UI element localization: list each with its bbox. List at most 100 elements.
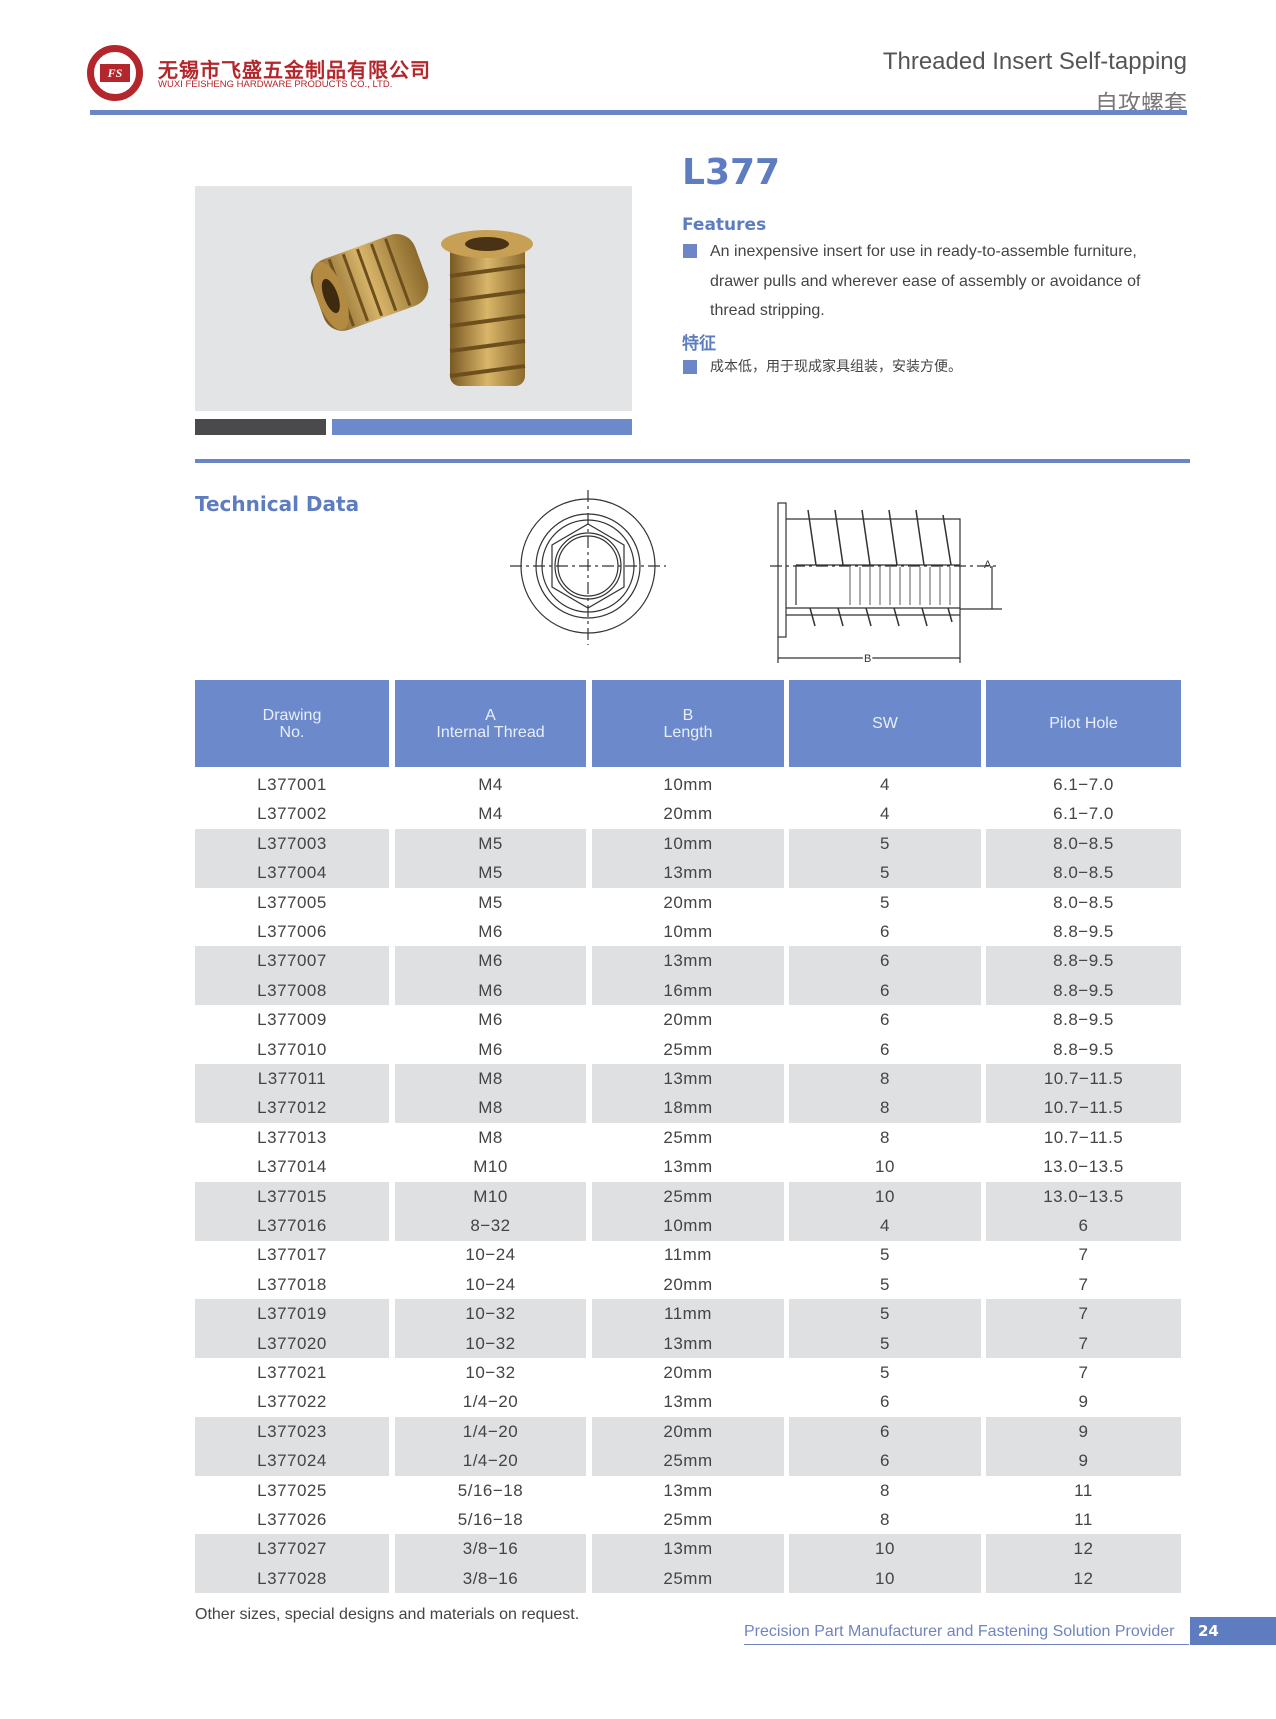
cell-pilot-hole: 8.0−8.5 xyxy=(986,828,1181,859)
cell-sw: 6 xyxy=(880,1039,890,1059)
cell-pilot-hole: 11 xyxy=(1074,1480,1093,1500)
cell-length: 13mm xyxy=(592,946,784,976)
photo-bar-dark xyxy=(195,419,326,435)
cell-drawing-no: L377011 xyxy=(195,1064,389,1094)
cell-drawing-no: L377019 xyxy=(195,1299,389,1329)
cell-length: 18mm xyxy=(592,1093,784,1123)
cell-drawing-no: L377016 xyxy=(195,1211,389,1241)
cell-length: 13mm xyxy=(663,1480,713,1500)
cell-drawing-no: L377004 xyxy=(195,858,389,888)
cell-internal-thread: 8−32 xyxy=(395,1211,586,1241)
cell-pilot-hole: 9 xyxy=(1078,1392,1089,1412)
footer-slogan: Precision Part Manufacturer and Fastenin… xyxy=(744,1623,1189,1645)
cell-internal-thread: M8 xyxy=(395,1093,586,1123)
cell-length: 10mm xyxy=(592,1211,784,1241)
cell-drawing-no: L377026 xyxy=(257,1510,327,1529)
cell-length: 13mm xyxy=(663,1157,713,1177)
header-text: A xyxy=(485,706,496,724)
cell-internal-thread: M4 xyxy=(478,804,503,824)
column-header-drawing-no: Drawing No. xyxy=(195,680,389,767)
column-header-internal-thread: A Internal Thread xyxy=(395,680,586,767)
cell-internal-thread: M8 xyxy=(395,1064,586,1094)
cell-internal-thread: 1/4−20 xyxy=(395,1416,586,1447)
cell-length: 13mm xyxy=(592,1328,784,1359)
cell-internal-thread: M6 xyxy=(395,946,586,976)
cell-sw: 5 xyxy=(789,858,981,888)
cell-length: 13mm xyxy=(592,1064,784,1094)
header-text: SW xyxy=(872,715,898,732)
technical-data-heading: Technical Data xyxy=(195,492,360,516)
cell-pilot-hole: 7 xyxy=(986,1328,1181,1359)
cell-internal-thread: M4 xyxy=(478,775,503,794)
cell-sw: 6 xyxy=(880,922,890,941)
cell-pilot-hole: 7 xyxy=(1078,1245,1089,1265)
bullet-icon xyxy=(683,360,697,374)
cell-drawing-no: L377020 xyxy=(195,1328,389,1359)
bullet-icon xyxy=(683,244,697,258)
cell-drawing-no: L377002 xyxy=(257,804,327,824)
company-name-cn: 无锡市飞盛五金制品有限公司 xyxy=(158,58,431,82)
technical-drawing: A B xyxy=(510,490,1002,667)
column-header-pilot-hole: Pilot Hole xyxy=(986,680,1181,767)
cell-internal-thread: M6 xyxy=(395,975,586,1006)
cell-pilot-hole: 7 xyxy=(1078,1363,1089,1382)
cell-internal-thread: M5 xyxy=(395,828,586,859)
cell-internal-thread: 5/16−18 xyxy=(457,1510,524,1529)
cell-drawing-no: L377003 xyxy=(195,828,389,859)
cell-internal-thread: 10−32 xyxy=(395,1328,586,1359)
dimension-b-label: B xyxy=(864,653,871,665)
cell-sw: 8 xyxy=(880,1127,890,1147)
cell-pilot-hole: 8.8−9.5 xyxy=(986,946,1181,976)
cell-drawing-no: L377022 xyxy=(257,1392,327,1412)
header-text: B xyxy=(682,706,694,724)
cell-pilot-hole: 10.7−11.5 xyxy=(986,1064,1181,1094)
cell-length: 25mm xyxy=(592,1181,784,1212)
cell-internal-thread: M10 xyxy=(395,1181,586,1212)
cell-pilot-hole: 13.0−13.5 xyxy=(986,1181,1181,1212)
cell-drawing-no: L377025 xyxy=(257,1480,327,1500)
header-text: No. xyxy=(279,723,305,741)
cell-sw: 10 xyxy=(789,1563,981,1594)
cell-pilot-hole: 11 xyxy=(1074,1510,1093,1529)
cell-internal-thread: 1/4−20 xyxy=(395,1446,586,1476)
cell-sw: 8 xyxy=(880,1480,890,1500)
cell-pilot-hole: 12 xyxy=(986,1534,1181,1564)
cell-drawing-no: L377027 xyxy=(195,1534,389,1564)
header-text: Length xyxy=(663,723,713,741)
cell-internal-thread: M6 xyxy=(478,1010,503,1030)
cell-internal-thread: 1/4−20 xyxy=(462,1392,519,1412)
cell-pilot-hole: 9 xyxy=(986,1416,1181,1447)
cell-sw: 8 xyxy=(789,1064,981,1094)
cell-pilot-hole: 6 xyxy=(986,1211,1181,1241)
cell-sw: 6 xyxy=(789,1416,981,1447)
cell-internal-thread: M6 xyxy=(478,922,503,941)
features-heading: Features xyxy=(682,215,767,235)
cell-pilot-hole: 9 xyxy=(986,1446,1181,1476)
cell-pilot-hole: 8.8−9.5 xyxy=(1053,1010,1114,1030)
column-header-sw: SW xyxy=(789,680,981,767)
cell-sw: 6 xyxy=(880,1392,890,1412)
cell-length: 16mm xyxy=(592,975,784,1006)
cell-length: 13mm xyxy=(592,1534,784,1564)
cell-drawing-no: L377005 xyxy=(257,892,327,912)
cell-pilot-hole: 6.1−7.0 xyxy=(1053,775,1114,794)
cell-internal-thread: M6 xyxy=(478,1039,503,1059)
cell-internal-thread: 10−32 xyxy=(395,1299,586,1329)
cell-drawing-no: L377015 xyxy=(195,1181,389,1212)
cell-drawing-no: L377006 xyxy=(257,922,327,941)
cell-length: 10mm xyxy=(592,828,784,859)
cell-length: 11mm xyxy=(664,1245,712,1265)
cell-sw: 6 xyxy=(789,1446,981,1476)
cell-drawing-no: L377007 xyxy=(195,946,389,976)
cell-sw: 5 xyxy=(789,1328,981,1359)
cell-sw: 10 xyxy=(789,1534,981,1564)
cell-sw: 5 xyxy=(789,1299,981,1329)
cell-drawing-no: L377021 xyxy=(257,1363,327,1382)
cell-sw: 5 xyxy=(789,828,981,859)
header-text: Pilot Hole xyxy=(1049,715,1118,732)
page-number: 24 xyxy=(1190,1617,1276,1645)
company-logo: FS xyxy=(87,45,143,101)
header-divider xyxy=(90,110,1187,115)
cell-length: 13mm xyxy=(592,858,784,888)
footer-note: Other sizes, special designs and materia… xyxy=(195,1606,580,1623)
